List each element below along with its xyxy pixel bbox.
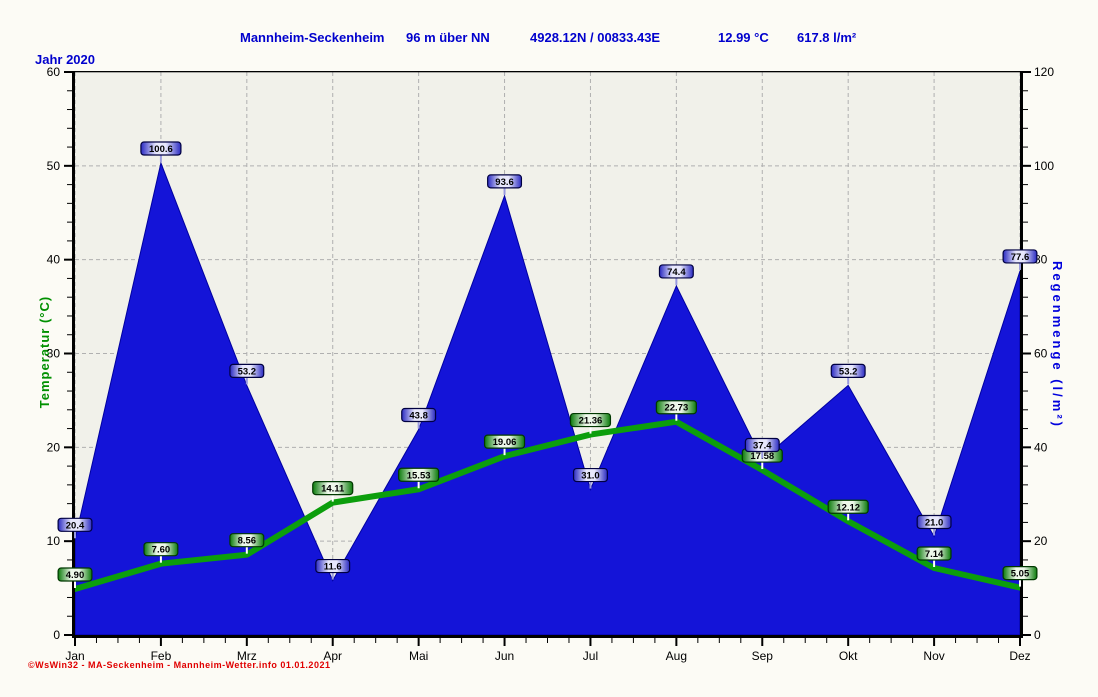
station-elevation: 96 m über NN — [406, 30, 490, 45]
month-label: Nov — [923, 649, 944, 663]
rain-badge-value: 53.2 — [238, 366, 257, 377]
month-label: Apr — [323, 649, 342, 663]
temperature-badge-value: 14.11 — [321, 484, 345, 495]
rain-badge — [658, 264, 694, 279]
temperature-badge-value: 4.90 — [66, 570, 85, 581]
temperature-badge — [655, 400, 697, 415]
temperature-badge — [1002, 566, 1038, 581]
temperature-badge — [483, 434, 526, 449]
rain-badge-value: 20.4 — [66, 520, 85, 531]
rain-badge — [830, 363, 866, 379]
temperature-line-series — [72, 418, 1023, 593]
year-label: Jahr 2020 — [35, 52, 95, 67]
temperature-badge-value: 15.53 — [407, 470, 431, 481]
temperature-badge-value: 22.73 — [664, 403, 688, 414]
right-tick-label: 120 — [1034, 65, 1054, 79]
right-tick-label: 20 — [1034, 534, 1048, 548]
month-label: Jul — [583, 649, 598, 663]
station-coordinates: 4928.12N / 00833.43E — [530, 30, 661, 45]
rain-badge — [401, 407, 437, 423]
month-label: Sep — [752, 649, 774, 663]
month-label: Mai — [409, 649, 428, 663]
right-tick-label: 60 — [1034, 347, 1048, 361]
temperature-badge-value: 12.12 — [836, 502, 860, 513]
top-border — [72, 71, 1023, 73]
station-name: Mannheim-Seckenheim — [240, 30, 385, 45]
left-tick-label: 20 — [47, 440, 61, 454]
rain-badge — [487, 174, 523, 189]
left-tick-label: 10 — [47, 534, 61, 548]
rain-badge-value: 31.0 — [581, 471, 600, 482]
total-rain-value: 617.8 l/m² — [797, 30, 857, 45]
temperature-badge — [827, 499, 869, 514]
rain-badge-value: 53.2 — [839, 366, 858, 377]
temperature-badge-value: 19.06 — [493, 437, 517, 448]
right-axis — [1020, 72, 1023, 635]
temperature-badge — [229, 533, 265, 548]
month-label: Feb — [151, 649, 172, 663]
month-label: Jan — [65, 649, 84, 663]
month-label: Okt — [839, 649, 858, 663]
temperature-badge — [57, 567, 93, 582]
left-tick-label: 30 — [47, 347, 61, 361]
temperature-badge-value: 5.05 — [1011, 569, 1030, 580]
rain-badge-value: 100.6 — [149, 144, 173, 155]
right-tick-label: 100 — [1034, 159, 1054, 173]
rain-badge — [572, 467, 608, 483]
month-label: Aug — [666, 649, 687, 663]
month-label: Mrz — [237, 649, 257, 663]
right-tick-label: 0 — [1034, 628, 1041, 642]
rain-badge-value: 11.6 — [324, 562, 342, 573]
temperature-badge-value: 7.14 — [925, 549, 944, 560]
rain-badge-value: 93.6 — [495, 177, 514, 188]
rain-badge — [57, 517, 93, 532]
temperature-badge — [569, 412, 612, 428]
rain-badge — [229, 363, 265, 379]
temperature-badge — [916, 546, 952, 561]
rain-badge-value: 43.8 — [409, 411, 428, 422]
rain-badge-value: 74.4 — [667, 267, 686, 278]
left-tick-label: 0 — [53, 628, 60, 642]
temperature-badge-value: 21.36 — [579, 416, 603, 427]
rain-badge — [315, 558, 351, 574]
mean-temperature-value: 12.99 °C — [718, 30, 769, 45]
rain-badge — [140, 141, 182, 156]
temperature-badge-value: 7.60 — [152, 545, 171, 556]
rain-badge-value: 77.6 — [1011, 252, 1030, 263]
month-label: Jun — [495, 649, 514, 663]
rain-badge-value: 21.0 — [925, 517, 944, 528]
month-label: Dez — [1009, 649, 1030, 663]
rain-badge-value: 37.4 — [753, 441, 772, 452]
rain-badge — [916, 514, 952, 530]
rain-area-series — [74, 161, 1021, 636]
left-tick-label: 40 — [47, 253, 61, 267]
footer-credit: ©WsWin32 - MA-Seckenheim - Mannheim-Wett… — [28, 660, 331, 670]
left-axis — [72, 72, 75, 635]
left-tick-label: 50 — [47, 159, 61, 173]
bottom-axis — [72, 635, 1023, 638]
temperature-badge — [312, 481, 354, 496]
left-tick-label: 60 — [47, 65, 61, 79]
temperature-badge — [143, 542, 179, 557]
temperature-badge — [398, 467, 440, 482]
rain-badge — [744, 437, 780, 453]
temperature-badge-value: 8.56 — [238, 536, 257, 547]
rain-badge — [1002, 249, 1038, 264]
right-tick-label: 40 — [1034, 440, 1048, 454]
